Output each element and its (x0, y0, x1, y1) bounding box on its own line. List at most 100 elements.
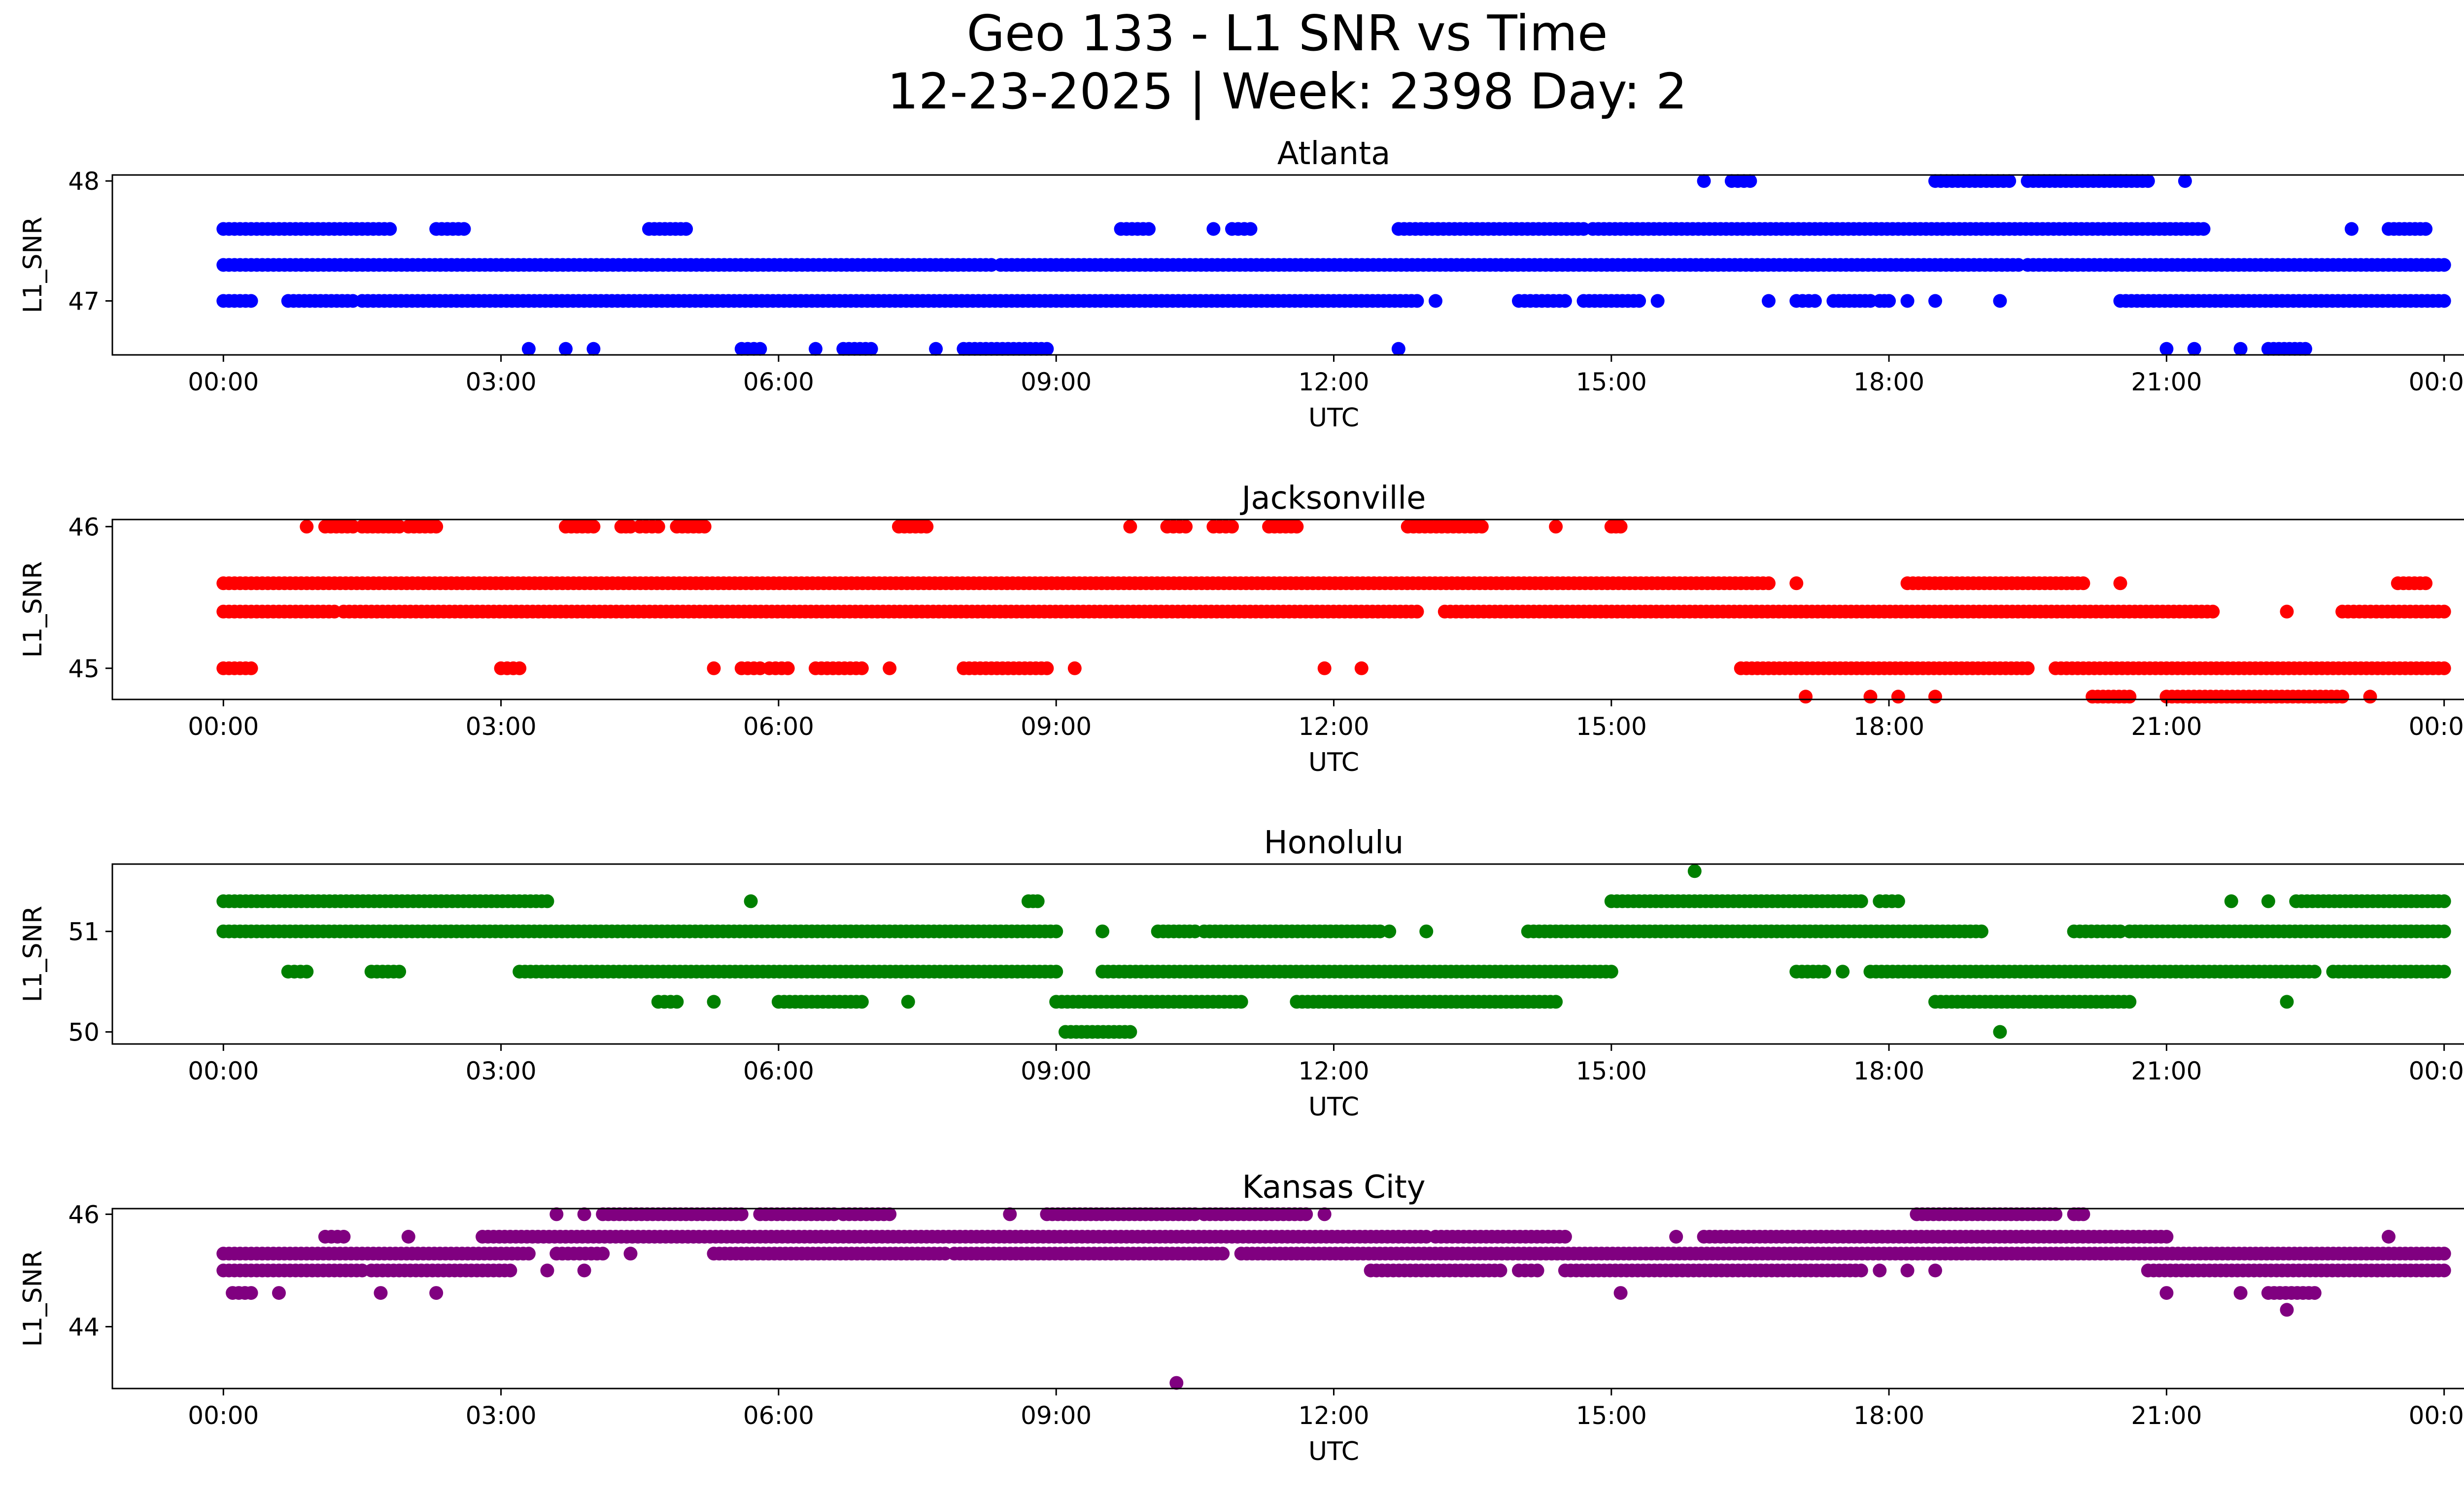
x-tick-label: 03:00 (466, 1401, 537, 1430)
y-axis-label: L1_SNR (18, 905, 48, 1002)
data-point (1743, 174, 1757, 188)
data-point (244, 1286, 258, 1300)
scatter-points-atlanta (216, 174, 2451, 356)
subplot-honolulu: Honolulu 00:00 03:00 06:00 09:00 12:00 15:00 18… (18, 825, 2464, 1122)
x-axis-label: UTC (1308, 1437, 1359, 1466)
figure-title-line2: 12-23-2025 | Week: 2398 Day: 2 (887, 63, 1687, 120)
data-point (1049, 924, 1063, 939)
y-tick-label: 45 (68, 655, 100, 683)
x-tick-label: 03:00 (466, 1057, 537, 1085)
data-point (2437, 1263, 2451, 1278)
y-tick-label: 46 (68, 1200, 100, 1229)
data-point (2178, 174, 2192, 188)
data-point (1697, 174, 1711, 188)
data-point (2196, 222, 2211, 236)
data-point (244, 661, 258, 675)
data-point (2298, 342, 2312, 356)
data-point (540, 1263, 554, 1278)
data-point (623, 1247, 638, 1261)
data-point (651, 520, 665, 534)
y-axis-label: L1_SNR (18, 216, 48, 313)
subplot-title: Atlanta (1277, 136, 1391, 172)
data-point (1391, 342, 1405, 356)
x-tick-label: 06:00 (743, 1057, 814, 1085)
data-point (2437, 294, 2451, 308)
y-axis-label: L1_SNR (18, 1250, 48, 1347)
data-point (374, 1286, 388, 1300)
data-point (744, 894, 758, 908)
data-point (1040, 661, 1054, 675)
data-point (2233, 1286, 2248, 1300)
data-point (2187, 342, 2201, 356)
data-point (1613, 1286, 1628, 1300)
data-point (1549, 520, 1563, 534)
data-point (1290, 520, 1304, 534)
scatter-points-honolulu (216, 864, 2451, 1039)
data-point (2419, 222, 2433, 236)
x-tick-label: 15:00 (1576, 1401, 1647, 1430)
data-point (1410, 604, 1424, 619)
data-point (2437, 604, 2451, 619)
data-point (883, 661, 897, 675)
data-point (1234, 995, 1248, 1009)
data-point (883, 1207, 897, 1221)
x-tick-label: 21:00 (2131, 368, 2202, 396)
y-tick-label: 44 (68, 1313, 100, 1342)
x-tick-label: 00:00 (2409, 1401, 2464, 1430)
data-point (1530, 1263, 1544, 1278)
data-point (1928, 294, 1942, 308)
y-tick-label: 48 (68, 167, 100, 196)
data-point (1873, 1263, 1887, 1278)
data-point (337, 1230, 351, 1244)
data-point (392, 965, 407, 979)
data-point (1317, 661, 1332, 675)
y-tick-label: 51 (68, 918, 100, 946)
data-point (2437, 894, 2451, 908)
data-point (2382, 1230, 2396, 1244)
data-point (1493, 1263, 1507, 1278)
data-point (521, 342, 536, 356)
data-point (429, 1286, 444, 1300)
data-point (596, 1247, 610, 1261)
data-point (1974, 924, 1988, 939)
data-point (2280, 1303, 2294, 1317)
data-point (1669, 1230, 1683, 1244)
data-point (1854, 1263, 1868, 1278)
data-point (1928, 690, 1942, 704)
data-point (1410, 294, 1424, 308)
data-point (1095, 924, 1110, 939)
data-point (1123, 1025, 1137, 1039)
x-axis-label: UTC (1308, 748, 1359, 777)
x-tick-label: 03:00 (466, 368, 537, 396)
data-point (1789, 576, 1804, 591)
x-tick-label: 12:00 (1298, 1057, 1369, 1085)
x-tick-label: 21:00 (2131, 1401, 2202, 1430)
data-point (1382, 924, 1397, 939)
data-point (1808, 294, 1822, 308)
scatter-points-kansas-city (216, 1207, 2451, 1390)
data-point (586, 520, 601, 534)
data-point (920, 520, 934, 534)
x-tick-label: 18:00 (1853, 1401, 1924, 1430)
data-point (1317, 1207, 1332, 1221)
x-tick-label: 12:00 (1298, 712, 1369, 741)
subplots: Atlanta 00:00 03:00 06:00 09:00 12:00 15:00 18:… (18, 136, 2464, 1466)
y-tick-label: 47 (68, 287, 100, 316)
data-point (2363, 690, 2377, 704)
data-point (855, 995, 869, 1009)
x-tick-label: 15:00 (1576, 1057, 1647, 1085)
x-axis-label: UTC (1308, 1092, 1359, 1122)
data-point (2113, 576, 2127, 591)
subplot-title: Kansas City (1242, 1169, 1425, 1206)
data-point (586, 342, 601, 356)
y-tick-label: 50 (68, 1018, 100, 1047)
data-point (1169, 1376, 1184, 1390)
data-point (1817, 965, 1831, 979)
data-point (1993, 1025, 2007, 1039)
data-point (272, 1286, 286, 1300)
data-point (2307, 1286, 2322, 1300)
data-point (577, 1263, 591, 1278)
data-point (1225, 520, 1239, 534)
data-point (2076, 1207, 2090, 1221)
